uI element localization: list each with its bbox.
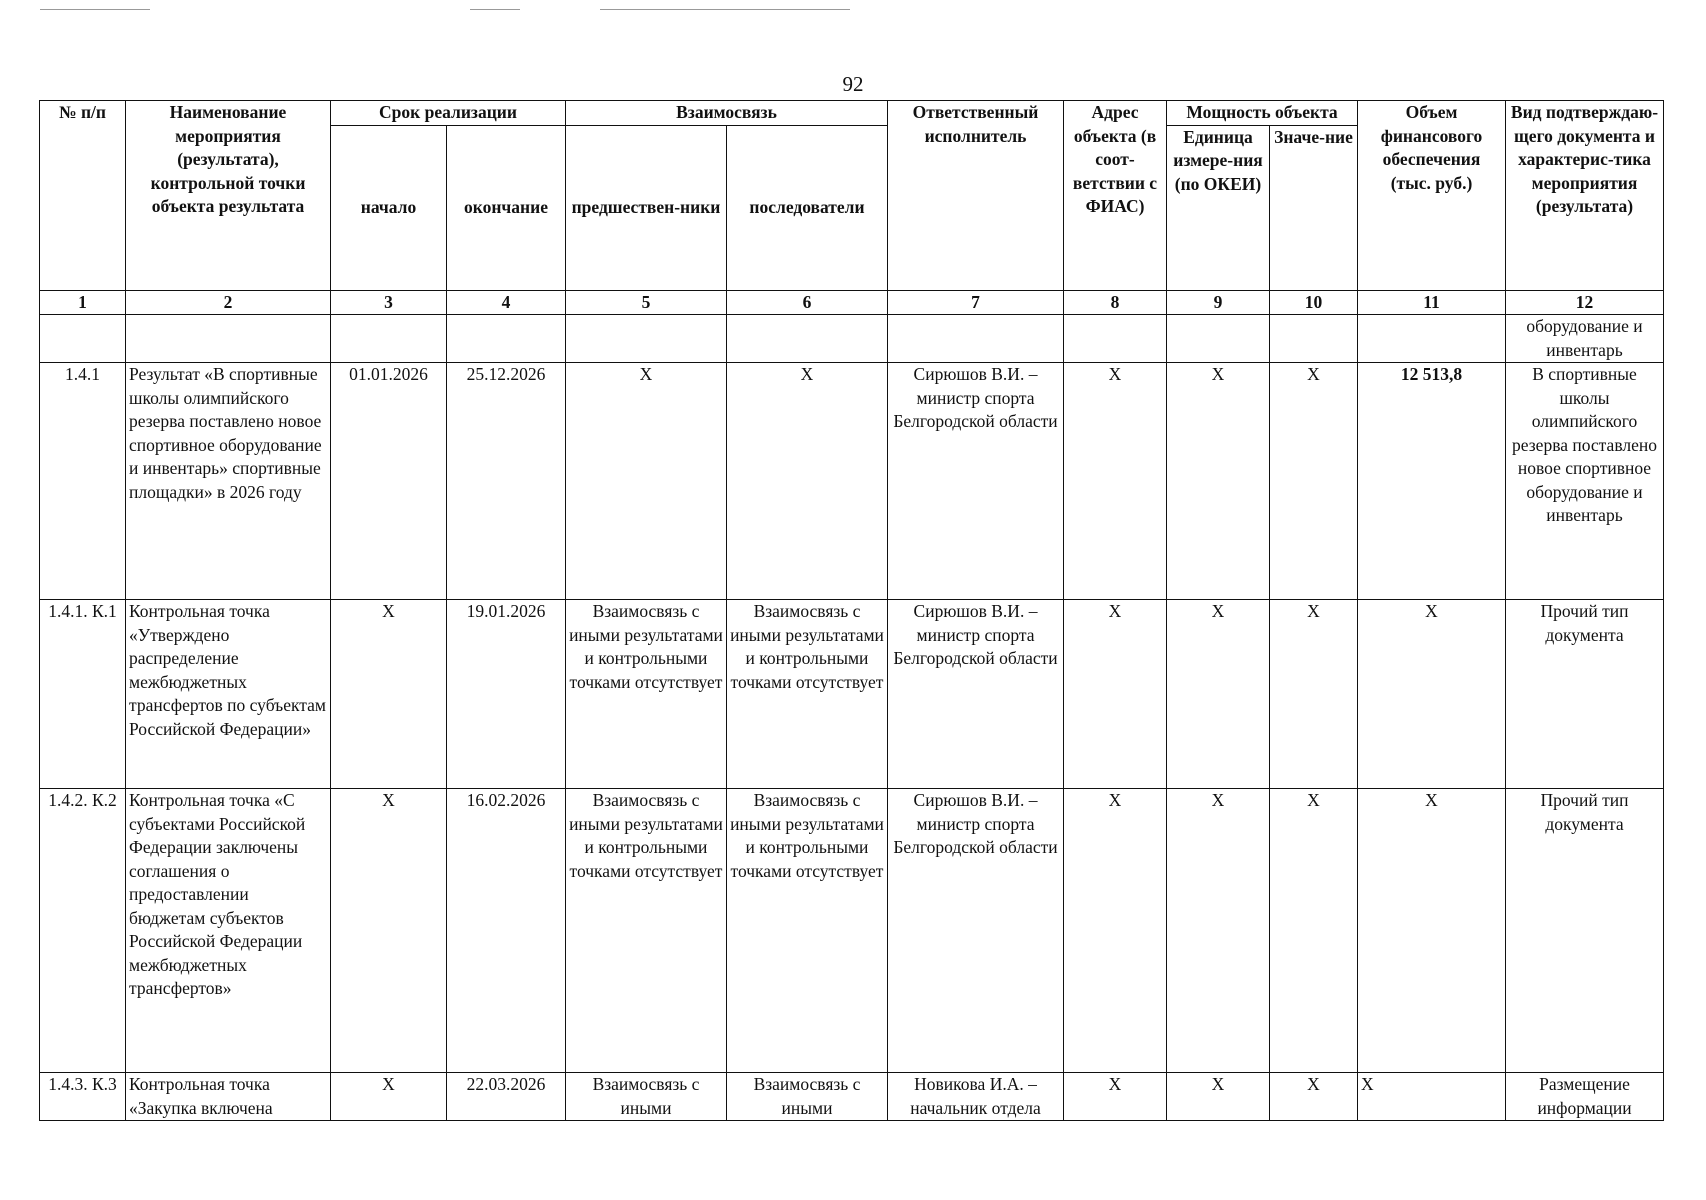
plan-table: № п/п Наименование мероприятия (результа… <box>39 100 1664 1121</box>
row-responsible: Сирюшов В.И. – министр спорта Белгородск… <box>887 788 1064 1073</box>
continuation-row: оборудование и инвентарь <box>39 314 1664 363</box>
row-funding: 12 513,8 <box>1357 362 1506 600</box>
header-start: начало <box>330 124 447 291</box>
row-responsible: Новикова И.А. – начальник отдела <box>887 1072 1064 1121</box>
col-num: 8 <box>1063 289 1167 315</box>
row-name: Контрольная точка «Закупка включена <box>125 1072 331 1121</box>
row-address: X <box>1063 362 1167 600</box>
row-name: Результат «В спортивные школы олимпийско… <box>125 362 331 600</box>
col-num: 10 <box>1269 289 1358 315</box>
row-doc: Прочий тип документа <box>1505 788 1664 1073</box>
header-address: Адрес объекта (в соот-ветствии с ФИАС) <box>1063 100 1167 291</box>
header-relation: Взаимосвязь <box>565 100 888 126</box>
header-doc-type: Вид подтверждаю-щего документа и характе… <box>1505 100 1664 291</box>
table-row: 1.4.2. К.2 Контрольная точка «С субъекта… <box>39 788 1664 1073</box>
row-unit: X <box>1166 362 1270 600</box>
row-successors: X <box>726 362 888 600</box>
col-num: 12 <box>1505 289 1664 315</box>
row-address: X <box>1063 599 1167 789</box>
row-start: X <box>330 1072 447 1121</box>
row-doc: В спортивные школы олимпийского резерва … <box>1505 362 1664 600</box>
row-num: 1.4.3. К.3 <box>39 1072 126 1121</box>
header-subrow: начало окончание предшествен-ники послед… <box>40 124 1664 291</box>
row-num: 1.4.1 <box>39 362 126 600</box>
row-successors: Взаимосвязь с иными результатами и контр… <box>726 599 888 789</box>
row-unit: X <box>1166 599 1270 789</box>
col-num: 11 <box>1357 289 1506 315</box>
row-end: 22.03.2026 <box>446 1072 566 1121</box>
header-period: Срок реализации <box>330 100 566 126</box>
row-funding: X <box>1357 1072 1506 1121</box>
row-predecessors: Взаимосвязь с иными <box>565 1072 727 1121</box>
header-capacity: Мощность объекта <box>1166 100 1358 126</box>
row-value: X <box>1269 788 1358 1073</box>
continuation-doc: оборудование и инвентарь <box>1505 314 1664 363</box>
scan-artifact <box>40 9 150 10</box>
row-end: 25.12.2026 <box>446 362 566 600</box>
row-responsible: Сирюшов В.И. – министр спорта Белгородск… <box>887 362 1064 600</box>
header-row: № п/п Наименование мероприятия (результа… <box>39 100 1664 291</box>
row-end: 16.02.2026 <box>446 788 566 1073</box>
header-end: окончание <box>446 124 566 291</box>
row-funding: X <box>1357 788 1506 1073</box>
row-predecessors: Взаимосвязь с иными результатами и контр… <box>565 788 727 1073</box>
col-num: 7 <box>887 289 1064 315</box>
row-doc: Размещение информации <box>1505 1072 1664 1121</box>
row-address: X <box>1063 1072 1167 1121</box>
col-num: 4 <box>446 289 566 315</box>
row-value: X <box>1269 599 1358 789</box>
row-num: 1.4.2. К.2 <box>39 788 126 1073</box>
header-name: Наименование мероприятия (результата), к… <box>125 100 331 291</box>
row-address: X <box>1063 788 1167 1073</box>
row-value: X <box>1269 1072 1358 1121</box>
row-funding: X <box>1357 599 1506 789</box>
col-num: 2 <box>125 289 331 315</box>
header-predecessors: предшествен-ники <box>565 124 727 291</box>
col-num: 5 <box>565 289 727 315</box>
column-numbers-row: 1 2 3 4 5 6 7 8 9 10 11 12 <box>39 289 1664 315</box>
row-responsible: Сирюшов В.И. – министр спорта Белгородск… <box>887 599 1064 789</box>
table-row: 1.4.3. К.3 Контрольная точка «Закупка вк… <box>39 1072 1664 1121</box>
header-unit: Единица измере-ния (по ОКЕИ) <box>1166 124 1270 291</box>
header-responsible: Ответственный исполнитель <box>887 100 1064 291</box>
page-number: 92 <box>842 72 864 96</box>
row-end: 19.01.2026 <box>446 599 566 789</box>
header-successors: последователи <box>726 124 888 291</box>
row-start: X <box>330 599 447 789</box>
row-predecessors: Взаимосвязь с иными результатами и контр… <box>565 599 727 789</box>
col-num: 6 <box>726 289 888 315</box>
header-value: Значе-ние <box>1269 124 1358 291</box>
row-successors: Взаимосвязь с иными результатами и контр… <box>726 788 888 1073</box>
row-start: X <box>330 788 447 1073</box>
row-unit: X <box>1166 788 1270 1073</box>
header-funding: Объем финансового обеспечения (тыс. руб.… <box>1357 100 1506 291</box>
table-row: 1.4.1. К.1 Контрольная точка «Утверждено… <box>39 599 1664 789</box>
row-start: 01.01.2026 <box>330 362 447 600</box>
scan-artifact <box>470 9 520 10</box>
row-predecessors: X <box>565 362 727 600</box>
scan-artifact <box>600 9 850 10</box>
col-num: 1 <box>39 289 126 315</box>
col-num: 9 <box>1166 289 1270 315</box>
row-num: 1.4.1. К.1 <box>39 599 126 789</box>
table-row: 1.4.1 Результат «В спортивные школы олим… <box>39 362 1664 600</box>
row-value: X <box>1269 362 1358 600</box>
row-name: Контрольная точка «С субъектами Российск… <box>125 788 331 1073</box>
row-successors: Взаимосвязь с иными <box>726 1072 888 1121</box>
row-doc: Прочий тип документа <box>1505 599 1664 789</box>
row-name: Контрольная точка «Утверждено распределе… <box>125 599 331 789</box>
row-unit: X <box>1166 1072 1270 1121</box>
col-num: 3 <box>330 289 447 315</box>
header-num: № п/п <box>39 100 126 291</box>
